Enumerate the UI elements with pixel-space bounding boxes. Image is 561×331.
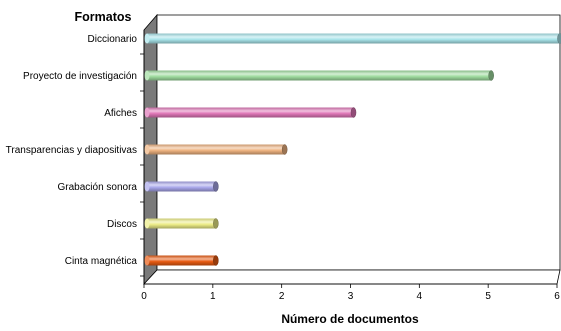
y-axis-title: Formatos — [75, 10, 132, 24]
bar — [145, 71, 494, 81]
category-label: Discos — [107, 219, 137, 230]
bar — [145, 34, 561, 44]
chart-floor — [144, 270, 560, 284]
bar — [145, 108, 357, 118]
bar-base-cap — [145, 219, 150, 229]
bar-base-cap — [145, 71, 150, 81]
bar-body — [147, 34, 560, 44]
bar-end-cap — [489, 71, 494, 81]
category-labels: Diccionario Proyecto de investigación Afic… — [6, 34, 138, 267]
bar-end-cap — [558, 34, 561, 44]
bar-base-cap — [145, 256, 150, 266]
x-tick-label: 5 — [485, 291, 491, 302]
bar-body — [147, 256, 216, 266]
x-axis-title: Número de documentos — [281, 312, 419, 326]
bar-end-cap — [213, 219, 218, 229]
bar — [145, 256, 219, 266]
bar-body — [147, 145, 285, 155]
x-tick-label: 6 — [554, 291, 560, 302]
bar-body — [147, 182, 216, 192]
bar-base-cap — [145, 108, 150, 118]
bar-end-cap — [213, 256, 218, 266]
category-label: Proyecto de investigación — [23, 71, 137, 82]
bar-end-cap — [282, 145, 287, 155]
category-label: Diccionario — [88, 34, 138, 45]
category-label: Afiches — [104, 108, 137, 119]
bar-body — [147, 71, 491, 81]
bar-body — [147, 219, 216, 229]
x-tick-label: 3 — [348, 291, 354, 302]
x-tick-label: 0 — [141, 291, 147, 302]
category-label: Grabación sonora — [58, 182, 138, 193]
bar-base-cap — [145, 145, 150, 155]
bar-end-cap — [351, 108, 356, 118]
bar — [145, 219, 219, 229]
bar-body — [147, 108, 354, 118]
x-tick-label: 1 — [210, 291, 216, 302]
category-label: Cinta magnética — [65, 256, 138, 267]
x-tick-label: 2 — [279, 291, 285, 302]
plot-area — [157, 15, 560, 270]
bar-base-cap — [145, 34, 150, 44]
bar — [145, 145, 288, 155]
category-label: Transparencias y diapositivas — [6, 145, 137, 156]
bar-end-cap — [213, 182, 218, 192]
bar — [145, 182, 219, 192]
x-tick-label: 4 — [417, 291, 423, 302]
bar-base-cap — [145, 182, 150, 192]
